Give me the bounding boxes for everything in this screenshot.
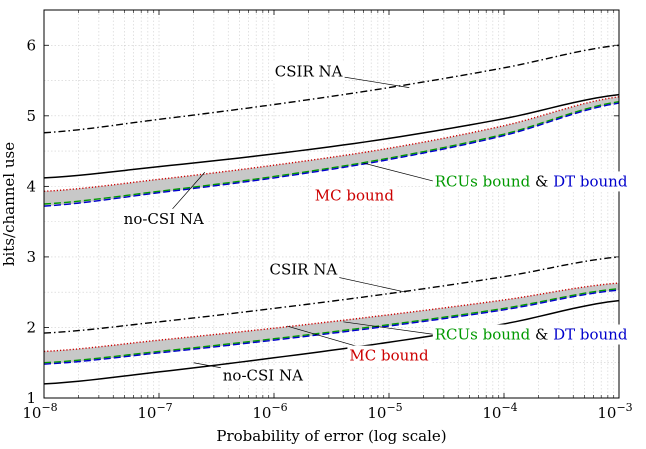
series-line-upper-nocsi (43, 93, 620, 179)
x-tick-label: 10−4 (482, 401, 517, 422)
x-tick-label: 10−5 (367, 401, 402, 422)
annotation-pointer (363, 162, 435, 182)
series-line-upper-rcus (43, 101, 620, 205)
annotation-background (220, 365, 306, 386)
plot-frame (43, 9, 620, 399)
annotation-background (267, 259, 340, 280)
annotation-background (272, 61, 345, 82)
annotation-csir-lower: CSIR NA (270, 261, 338, 279)
annotation-rcus-dt-lower: RCUs bound & DT bound (435, 326, 628, 344)
x-tick-label: 10−3 (597, 401, 632, 422)
y-tick-label: 1 (26, 389, 36, 407)
annotation-background (432, 324, 630, 345)
annotation-pointer (343, 321, 435, 335)
annotation-rcus-dt-upper: RCUs bound & DT bound (435, 172, 628, 190)
y-tick-label: 2 (26, 318, 36, 336)
y-axis-label: bits/channel use (0, 142, 18, 266)
y-tick-label: 3 (26, 248, 36, 266)
annotation-nocsi-upper: no-CSI NA (124, 210, 204, 228)
annotation-background (121, 208, 207, 229)
series-lines (43, 44, 620, 385)
shaded-bands (44, 96, 619, 365)
annotation-background (432, 171, 630, 192)
annotation-background (312, 185, 397, 206)
series-line-lower-mc (43, 282, 620, 353)
annotation-background (347, 345, 431, 366)
series-line-upper-csir (43, 44, 620, 134)
annotation-nocsi-lower: no-CSI NA (223, 366, 303, 384)
shaded-band-lower (44, 283, 619, 365)
annotation-mc-upper: MC bound (315, 187, 395, 205)
series-line-upper-mc (43, 96, 620, 192)
y-tick-label: 5 (26, 107, 36, 125)
shaded-band-upper (44, 96, 619, 207)
series-line-lower-dt (43, 289, 620, 365)
x-tick-label: 10−6 (252, 401, 287, 422)
annotation-mc-lower: MC bound (349, 347, 429, 365)
series-line-lower-nocsi (43, 299, 620, 385)
y-tick-label: 6 (26, 36, 36, 54)
annotations: CSIR NA no-CSI NA MC bound RCUs bound & DT … (121, 61, 630, 386)
series-line-upper-dt (43, 102, 620, 207)
series-line-lower-csir (43, 256, 620, 334)
series-line-lower-rcus (43, 287, 620, 364)
annotation-csir-upper: CSIR NA (275, 62, 343, 80)
x-axis-label: Probability of error (log scale) (216, 427, 446, 445)
x-tick-label: 10−7 (137, 401, 172, 422)
y-tick-label: 4 (26, 177, 36, 195)
